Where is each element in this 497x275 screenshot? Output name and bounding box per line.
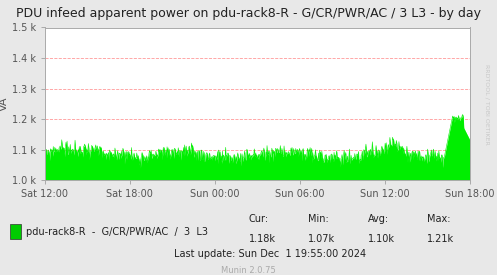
Text: 1.21k: 1.21k [427, 234, 455, 244]
Text: 1.07k: 1.07k [308, 234, 335, 244]
Text: pdu-rack8-R  -  G/CR/PWR/AC  /  3  L3: pdu-rack8-R - G/CR/PWR/AC / 3 L3 [26, 227, 208, 237]
Text: Avg:: Avg: [368, 214, 389, 224]
Text: Munin 2.0.75: Munin 2.0.75 [221, 266, 276, 274]
Text: PDU infeed apparent power on pdu-rack8-R - G/CR/PWR/AC / 3 L3 - by day: PDU infeed apparent power on pdu-rack8-R… [16, 7, 481, 20]
Text: 1.18k: 1.18k [248, 234, 275, 244]
Text: Last update: Sun Dec  1 19:55:00 2024: Last update: Sun Dec 1 19:55:00 2024 [174, 249, 366, 259]
Y-axis label: VA: VA [0, 97, 9, 111]
Text: 1.10k: 1.10k [368, 234, 395, 244]
Text: Max:: Max: [427, 214, 451, 224]
Text: Cur:: Cur: [248, 214, 268, 224]
Text: RRDTOOL / TOBI OETIKER: RRDTOOL / TOBI OETIKER [485, 64, 490, 145]
Text: Min:: Min: [308, 214, 329, 224]
